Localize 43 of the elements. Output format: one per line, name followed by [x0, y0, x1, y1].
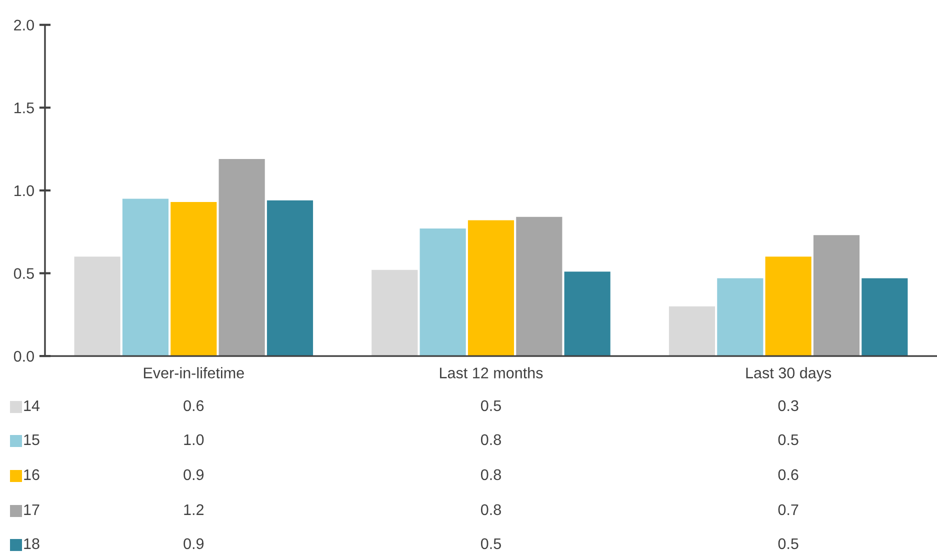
bar: [74, 256, 120, 356]
y-tick-label: 0.5: [14, 268, 34, 279]
bar: [170, 202, 217, 356]
data-label: 0.6: [184, 400, 204, 412]
legend-label: 16: [24, 469, 40, 480]
y-tick-label: 1.0: [14, 185, 34, 196]
x-tick-label: Last 12 months: [440, 367, 543, 378]
bar: [122, 198, 169, 356]
bar: [372, 270, 418, 356]
bar: [717, 278, 764, 356]
data-label: 1.0: [184, 434, 204, 446]
bar: [420, 228, 466, 356]
data-label: 0.9: [184, 538, 204, 550]
data-label: 0.8: [480, 504, 501, 516]
bar: [516, 216, 562, 356]
data-label: 0.5: [480, 400, 501, 412]
x-tick-label: Last 30 days: [746, 367, 832, 382]
data-label: 0.5: [480, 538, 501, 550]
bar: [266, 200, 314, 356]
y-tick-label: 0.0: [14, 350, 34, 362]
legend-label: 18: [24, 538, 40, 550]
data-label: 0.5: [778, 538, 798, 550]
data-label: 0.8: [480, 469, 501, 480]
bar: [468, 220, 514, 356]
x-tick-label: Ever-in-lifetime: [144, 367, 244, 378]
bar: [218, 158, 265, 356]
bar: [765, 256, 812, 356]
data-label: 0.9: [184, 469, 204, 480]
data-label: 0.3: [778, 400, 798, 412]
y-tick-label: 1.5: [14, 102, 34, 114]
data-label: 0.5: [778, 434, 798, 446]
data-label: 1.2: [184, 504, 204, 515]
data-label: 0.8: [480, 434, 501, 446]
bar: [813, 235, 860, 356]
bar: [862, 278, 908, 356]
data-label: 0.6: [778, 469, 798, 480]
legend-label: 15: [24, 434, 40, 446]
legend-label: 14: [24, 400, 40, 411]
bar: [564, 272, 610, 356]
data-label: 0.7: [778, 504, 798, 516]
legend-label: 17: [24, 504, 40, 515]
bar: [668, 306, 716, 356]
y-tick-label: 2.0: [14, 20, 34, 31]
